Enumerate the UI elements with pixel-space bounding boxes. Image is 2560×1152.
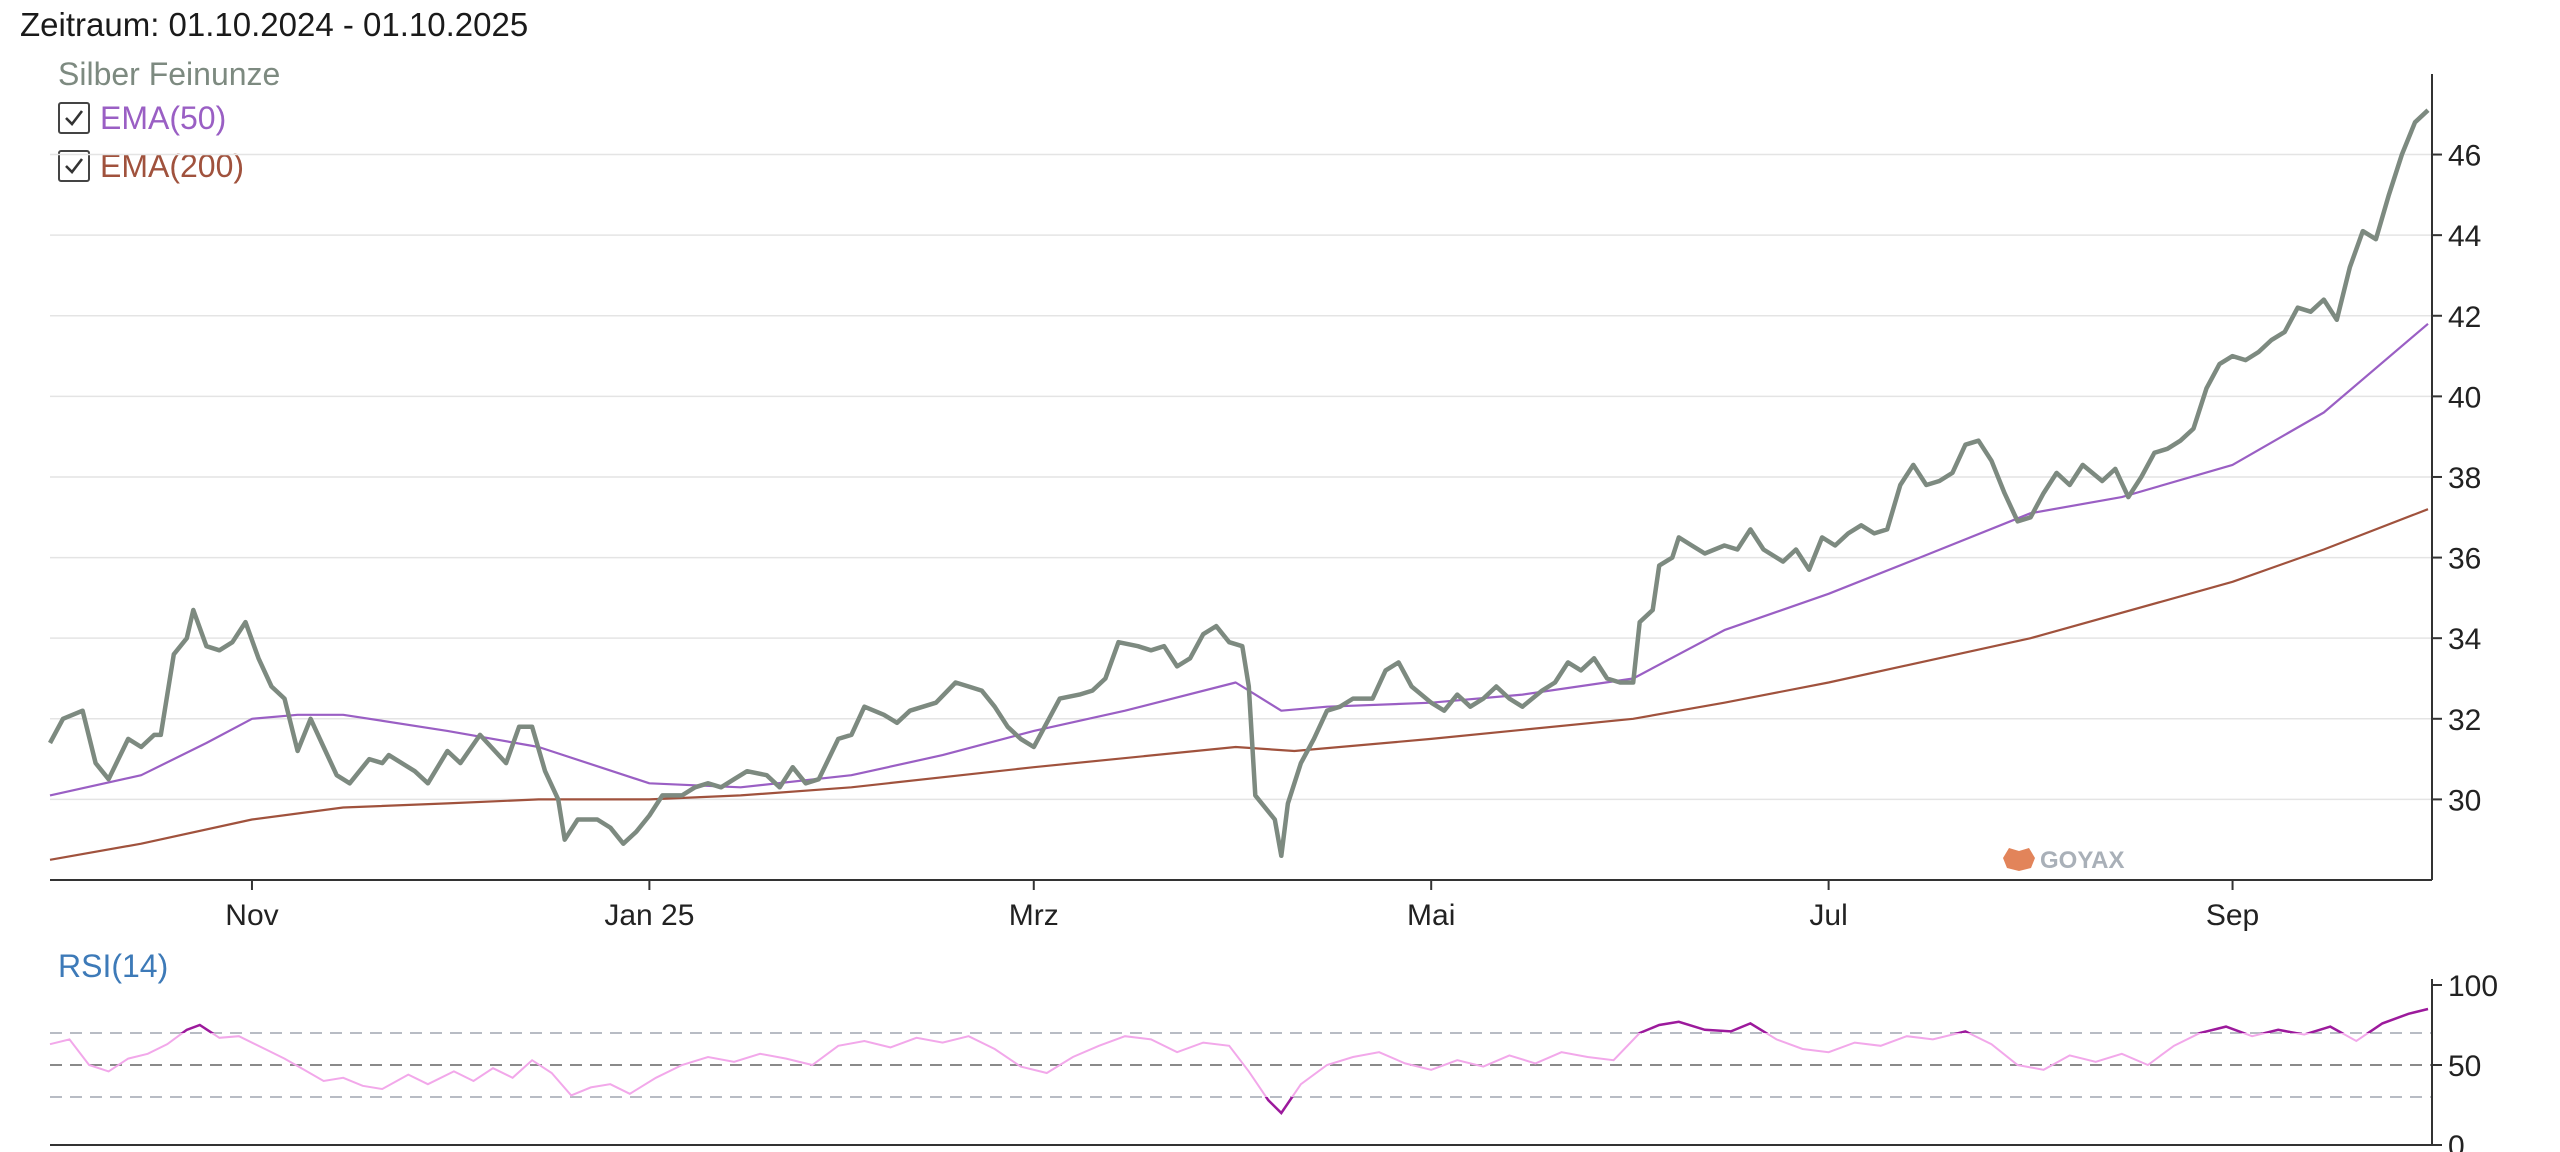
x-tick-label: Mrz bbox=[1009, 899, 1059, 932]
bull-logo-icon bbox=[2003, 848, 2035, 871]
checkmark-icon bbox=[65, 158, 84, 174]
y-tick-label: 44 bbox=[2448, 220, 2481, 253]
y-tick-label: 34 bbox=[2448, 623, 2481, 656]
y-tick-label: 32 bbox=[2448, 704, 2481, 737]
x-tick-label: Sep bbox=[2206, 899, 2259, 932]
y-tick-label: 40 bbox=[2448, 381, 2481, 414]
ema200-line bbox=[49, 508, 2429, 861]
y-tick-label: 46 bbox=[2448, 140, 2481, 173]
y-tick-label: 36 bbox=[2448, 543, 2481, 576]
checkmark-icon bbox=[65, 110, 84, 126]
goyax-watermark: GOYAX bbox=[2003, 847, 2124, 874]
brand-text: GOYAX bbox=[2040, 847, 2124, 874]
x-tick-label: Nov bbox=[225, 899, 278, 932]
x-tick-label: Jan 25 bbox=[604, 899, 694, 932]
y-tick-label: 38 bbox=[2448, 462, 2481, 495]
y-tick-label: 42 bbox=[2448, 301, 2481, 334]
rsi-y-tick-label: 50 bbox=[2448, 1050, 2481, 1083]
x-tick-label: Mai bbox=[1407, 899, 1455, 932]
rsi-y-tick-label: 100 bbox=[2448, 970, 2498, 1003]
ema50-line bbox=[49, 322, 2429, 797]
legend-item-ema200[interactable]: EMA(200) bbox=[58, 146, 244, 186]
series-name-label: Silber Feinunze bbox=[58, 56, 281, 92]
ema50-label: EMA(50) bbox=[100, 99, 227, 136]
ema200-checkbox[interactable] bbox=[58, 150, 90, 182]
ema200-label: EMA(200) bbox=[100, 147, 245, 184]
y-tick-label: 30 bbox=[2448, 784, 2481, 817]
ema50-checkbox[interactable] bbox=[58, 102, 90, 134]
rsi-y-tick-label: 0 bbox=[2448, 1130, 2465, 1152]
price-line bbox=[48, 108, 2430, 859]
rsi-line bbox=[49, 1008, 2429, 1115]
period-label: Zeitraum: 01.10.2024 - 01.10.2025 bbox=[20, 6, 529, 43]
rsi-title: RSI(14) bbox=[58, 948, 169, 984]
legend-item-ema50[interactable]: EMA(50) bbox=[58, 98, 226, 138]
x-tick-label: Jul bbox=[1809, 899, 1847, 932]
